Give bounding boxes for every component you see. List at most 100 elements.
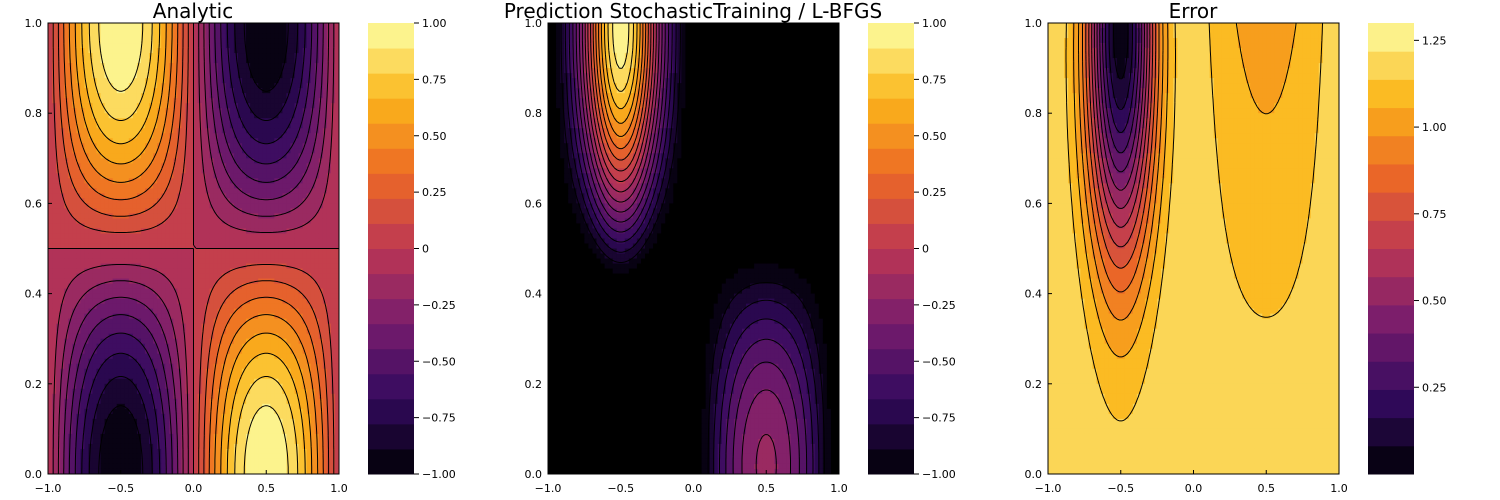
heat-cell (60, 238, 65, 245)
heat-cell (153, 38, 158, 44)
heat-cell (181, 218, 187, 225)
heat-cell (237, 38, 243, 44)
heat-cell (177, 248, 182, 255)
heat-cell (161, 313, 166, 320)
heat-cell (161, 298, 166, 305)
heat-cell (250, 193, 255, 199)
heat-cell (201, 143, 207, 149)
heat-cell (201, 243, 207, 250)
heat-cell (266, 298, 271, 305)
heat-cell (177, 278, 182, 285)
heat-cell (197, 53, 203, 59)
heat-cell (213, 288, 219, 295)
heat-cell (278, 298, 284, 305)
heat-cell (262, 323, 267, 330)
heat-cell (310, 123, 316, 129)
heat-cell (233, 343, 239, 350)
heat-cell (286, 198, 292, 204)
heat-cell (145, 158, 150, 164)
heat-cell (169, 23, 174, 29)
heat-cell (80, 238, 85, 245)
heat-cell (92, 183, 98, 189)
heat-cell (266, 158, 271, 164)
heat-cell (258, 268, 263, 275)
heat-cell (278, 308, 284, 315)
heat-cell (153, 333, 158, 340)
heat-cell (161, 203, 166, 210)
heat-cell (92, 73, 98, 79)
heat-cell (314, 353, 320, 360)
heat-cell (64, 188, 69, 194)
heat-cell (157, 193, 162, 199)
heat-cell (274, 328, 279, 335)
heat-cell (177, 158, 182, 164)
heat-cell (193, 193, 199, 199)
heat-cell (326, 128, 332, 134)
heat-cell (282, 208, 288, 215)
heat-cell (213, 233, 219, 240)
heat-cell (294, 163, 300, 169)
heat-cell (278, 28, 284, 34)
heat-cell (266, 128, 271, 134)
heat-cell (108, 333, 114, 340)
heat-cell (205, 33, 211, 39)
heat-cell (266, 203, 271, 210)
heat-cell (209, 118, 215, 124)
heat-cell (104, 48, 110, 54)
heat-cell (314, 133, 320, 139)
heat-cell (68, 48, 73, 54)
heat-cell (100, 88, 106, 94)
heat-cell (149, 273, 154, 280)
heat-cell (201, 213, 207, 220)
heat-cell (157, 138, 162, 144)
heat-cell (189, 128, 195, 134)
heat-cell (153, 143, 158, 149)
heat-cell (262, 98, 267, 104)
heat-cell (48, 23, 53, 29)
heat-cell (52, 158, 57, 164)
heat-cell (185, 323, 191, 330)
heat-cell (84, 43, 90, 49)
heat-cell (237, 53, 243, 59)
heat-cell (326, 313, 332, 320)
heat-cell (48, 278, 53, 285)
heat-cell (274, 288, 279, 295)
heat-cell (177, 88, 182, 94)
heat-cell (181, 48, 187, 54)
heat-cell (60, 138, 65, 144)
heat-cell (140, 23, 146, 29)
heat-cell (112, 338, 118, 345)
heat-cell (165, 43, 170, 49)
heat-cell (189, 68, 195, 74)
heat-cell (270, 53, 275, 59)
heat-cell (318, 158, 324, 164)
heat-cell (233, 228, 239, 235)
heat-cell (48, 253, 53, 260)
heat-cell (278, 148, 284, 154)
heat-cell (326, 353, 332, 360)
heat-cell (100, 73, 106, 79)
heat-cell (189, 223, 195, 230)
heat-cell (116, 243, 122, 250)
heat-cell (330, 158, 336, 164)
heat-cell (314, 293, 320, 300)
heat-cell (290, 58, 296, 64)
heat-cell (286, 183, 292, 189)
heat-cell (149, 168, 154, 174)
heat-cell (262, 238, 267, 245)
heat-cell (68, 208, 73, 215)
heat-cell (173, 98, 178, 104)
heat-cell (145, 148, 150, 154)
heat-cell (96, 273, 102, 280)
heat-cell (242, 328, 247, 335)
heat-cell (124, 228, 130, 235)
heat-cell (250, 163, 255, 169)
heat-cell (290, 263, 296, 270)
heat-cell (153, 248, 158, 255)
heat-cell (246, 113, 251, 119)
heat-cell (124, 113, 130, 119)
heat-cell (262, 48, 267, 54)
heat-cell (294, 253, 300, 260)
heat-cell (217, 143, 223, 149)
heat-cell (157, 233, 162, 240)
